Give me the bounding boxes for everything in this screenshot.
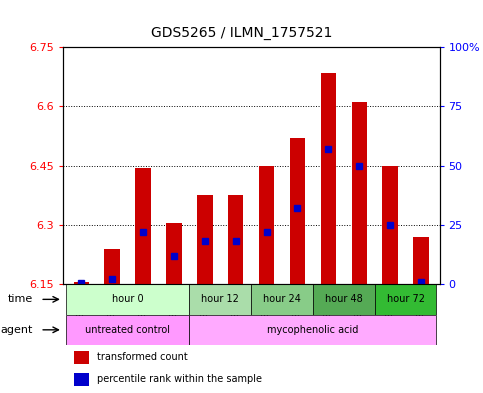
Text: mycophenolic acid: mycophenolic acid <box>267 325 358 335</box>
Bar <box>197 195 213 284</box>
Bar <box>321 73 336 284</box>
Bar <box>375 284 437 314</box>
Bar <box>251 284 313 314</box>
Bar <box>352 103 367 284</box>
Text: transformed count: transformed count <box>97 353 187 362</box>
Bar <box>73 282 89 284</box>
Bar <box>313 284 375 314</box>
Text: untreated control: untreated control <box>85 325 170 335</box>
Bar <box>104 249 120 284</box>
Bar <box>228 195 243 284</box>
Bar <box>74 373 89 386</box>
Bar <box>259 165 274 284</box>
Text: hour 0: hour 0 <box>112 294 143 304</box>
Text: time: time <box>7 294 33 304</box>
Text: hour 12: hour 12 <box>201 294 239 304</box>
Text: percentile rank within the sample: percentile rank within the sample <box>97 375 262 384</box>
Bar <box>290 138 305 284</box>
Bar <box>383 165 398 284</box>
Bar <box>189 284 251 314</box>
Bar <box>74 351 89 364</box>
Text: hour 24: hour 24 <box>263 294 301 304</box>
Text: GDS5265 / ILMN_1757521: GDS5265 / ILMN_1757521 <box>151 26 332 40</box>
Bar <box>66 314 189 345</box>
Text: hour 72: hour 72 <box>386 294 425 304</box>
Bar <box>135 168 151 284</box>
Bar <box>189 314 437 345</box>
Bar <box>413 237 429 284</box>
Text: agent: agent <box>0 325 33 335</box>
Text: hour 48: hour 48 <box>325 294 363 304</box>
Bar <box>166 223 182 284</box>
Bar <box>66 284 189 314</box>
